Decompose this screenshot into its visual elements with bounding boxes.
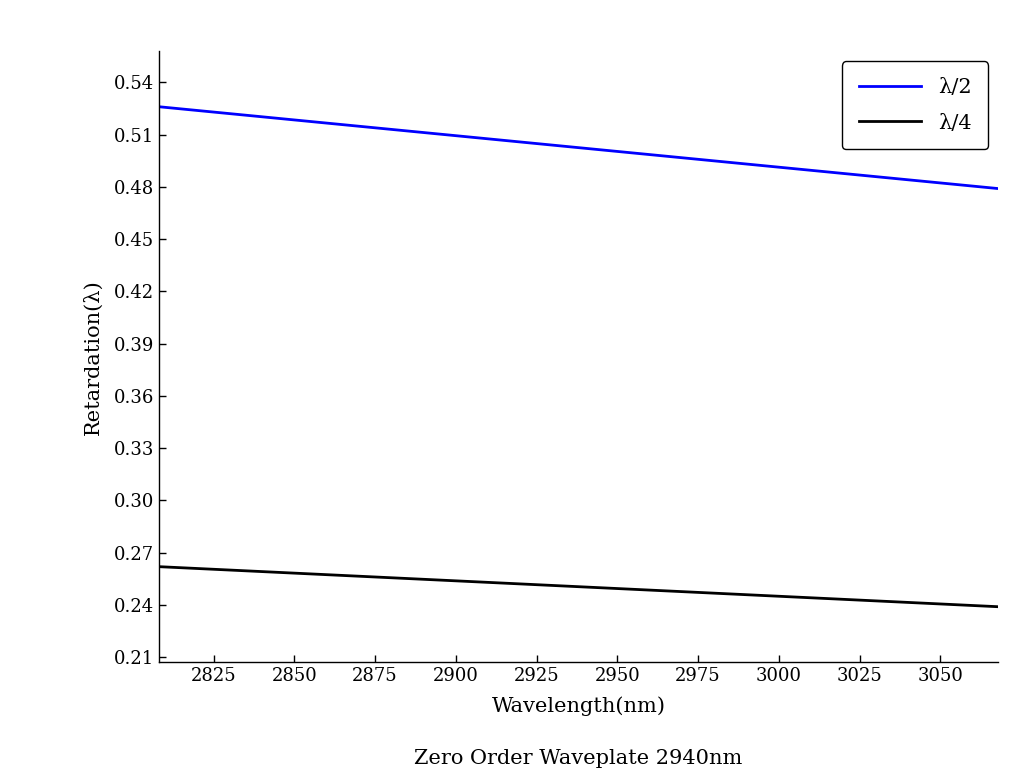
Y-axis label: Retardation(λ): Retardation(λ) <box>83 279 102 434</box>
X-axis label: Wavelength(nm): Wavelength(nm) <box>492 696 666 716</box>
Legend: λ/2, λ/4: λ/2, λ/4 <box>842 61 988 150</box>
Text: Zero Order Waveplate 2940nm: Zero Order Waveplate 2940nm <box>415 750 742 768</box>
